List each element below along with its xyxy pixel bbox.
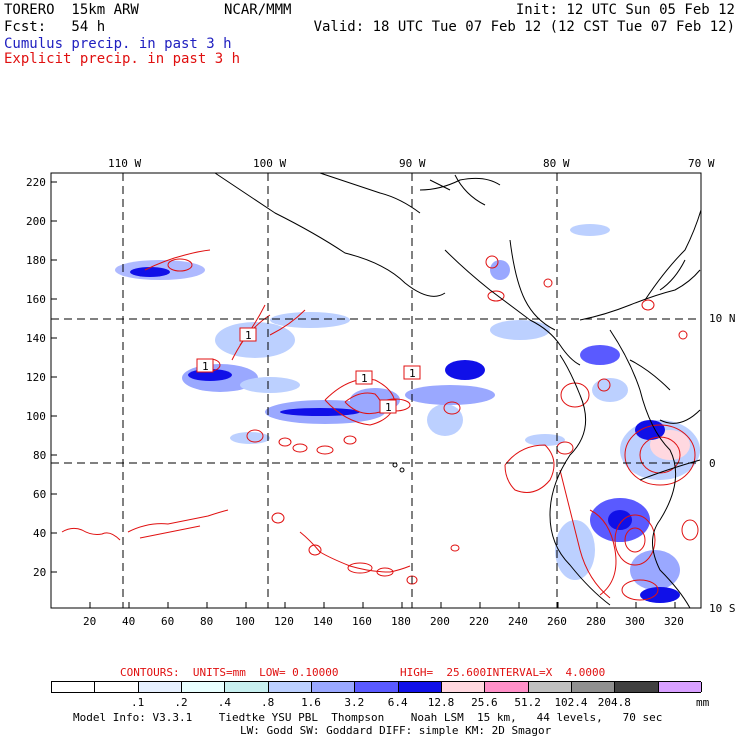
y-tick-label: 120 xyxy=(26,371,46,384)
lon-label: 100 W xyxy=(253,157,287,170)
colorbar-label: .1 xyxy=(131,696,145,709)
colorbar-swatch xyxy=(138,682,182,692)
lon-label: 80 W xyxy=(543,157,570,170)
lon-label: 90 W xyxy=(399,157,426,170)
contour-label: 1 xyxy=(361,372,368,385)
y-tick-label: 20 xyxy=(33,566,47,579)
lon-label: 110 W xyxy=(108,157,142,170)
colorbar-swatch xyxy=(615,682,659,692)
org-label: NCAR/MMM xyxy=(224,2,292,18)
x-tick-label: 320 xyxy=(664,615,684,628)
legend-cumulus: Cumulus precip. in past 3 h xyxy=(4,36,232,52)
colorbar-label: 25.6 xyxy=(471,696,498,709)
x-tick-label: 180 xyxy=(391,615,411,628)
x-tick-label: 160 xyxy=(352,615,372,628)
y-tick-label: 100 xyxy=(26,410,46,423)
contour-label-boxes xyxy=(196,327,421,414)
contour-label: 1 xyxy=(202,360,209,373)
lon-label: 70 W xyxy=(688,157,715,170)
colorbar-swatch xyxy=(355,682,399,692)
contour-high: HIGH= 25.600 xyxy=(400,666,487,679)
axis-ticks xyxy=(51,181,676,608)
x-tick-label: 240 xyxy=(508,615,528,628)
contour-label: 1 xyxy=(245,329,252,342)
x-tick-label: 260 xyxy=(547,615,567,628)
coastlines xyxy=(214,172,702,609)
colorbar-label: 102.4 xyxy=(554,696,588,709)
colorbar-label: 51.2 xyxy=(514,696,541,709)
x-tick-label: 40 xyxy=(122,615,136,628)
colorbar-label: .2 xyxy=(174,696,188,709)
x-tick-label: 100 xyxy=(235,615,255,628)
y-tick-label: 140 xyxy=(26,332,46,345)
colorbar-label: .4 xyxy=(217,696,231,709)
x-tick-label: 80 xyxy=(200,615,214,628)
x-tick-label: 200 xyxy=(430,615,450,628)
contour-info: CONTOURS: UNITS=mm LOW= 0.10000 xyxy=(120,666,339,679)
contour-interval: INTERVAL=X 4.0000 xyxy=(486,666,606,679)
cumulus-precip-fill xyxy=(115,224,700,603)
x-tick-label: 60 xyxy=(161,615,175,628)
lat-label: 10 N xyxy=(709,312,736,325)
colorbar-swatch xyxy=(268,682,312,692)
lat-label: 0 xyxy=(709,457,716,470)
colorbar-swatch xyxy=(312,682,356,692)
latlon-grid xyxy=(51,173,701,608)
physics-info: LW: Godd SW: Goddard DIFF: simple KM: 2D… xyxy=(240,724,552,737)
colorbar-label: 204.8 xyxy=(597,696,631,709)
x-tick-label: 120 xyxy=(274,615,294,628)
colorbar-swatch xyxy=(528,682,572,692)
x-tick-label: 280 xyxy=(586,615,606,628)
y-tick-label: 180 xyxy=(26,254,46,267)
x-tick-label: 300 xyxy=(625,615,645,628)
colorbar-swatch xyxy=(182,682,226,692)
colorbar-unit: mm xyxy=(696,696,710,709)
colorbar-label: 1.6 xyxy=(301,696,321,709)
y-tick-label: 40 xyxy=(33,527,47,540)
colorbar-swatch xyxy=(658,682,702,692)
model-name: TORERO 15km ARW xyxy=(4,2,139,18)
y-tick-label: 160 xyxy=(26,293,46,306)
x-tick-label: 140 xyxy=(313,615,333,628)
init-time: Init: 12 UTC Sun 05 Feb 12 xyxy=(515,2,735,18)
forecast-hour: Fcst: 54 h xyxy=(4,19,106,35)
colorbar-label: 3.2 xyxy=(344,696,365,709)
colorbar-swatch xyxy=(52,682,96,692)
colorbar-swatch xyxy=(95,682,139,692)
y-tick-label: 200 xyxy=(26,215,46,228)
colorbar-swatch xyxy=(398,682,442,692)
colorbar-swatch xyxy=(225,682,269,692)
valid-time: Valid: 18 UTC Tue 07 Feb 12 (12 CST Tue … xyxy=(313,19,735,35)
colorbar-label: 6.4 xyxy=(387,696,408,709)
x-tick-label: 220 xyxy=(469,615,489,628)
colorbar-label: .8 xyxy=(261,696,275,709)
contour-label: 1 xyxy=(385,401,392,414)
colorbar-swatch xyxy=(485,682,529,692)
legend-explicit: Explicit precip. in past 3 h xyxy=(4,51,241,67)
lat-label: 10 S xyxy=(709,602,736,615)
colorbar-swatch xyxy=(572,682,616,692)
contour-label: 1 xyxy=(409,367,416,380)
y-tick-label: 60 xyxy=(33,488,47,501)
colorbar-swatch xyxy=(442,682,486,692)
colorbar xyxy=(51,681,702,693)
model-info: Model Info: V3.3.1 Tiedtke YSU PBL Thomp… xyxy=(73,711,663,724)
x-tick-label: 20 xyxy=(83,615,97,628)
colorbar-label: 12.8 xyxy=(427,696,455,709)
y-tick-label: 220 xyxy=(26,176,46,189)
y-tick-label: 80 xyxy=(33,449,47,462)
